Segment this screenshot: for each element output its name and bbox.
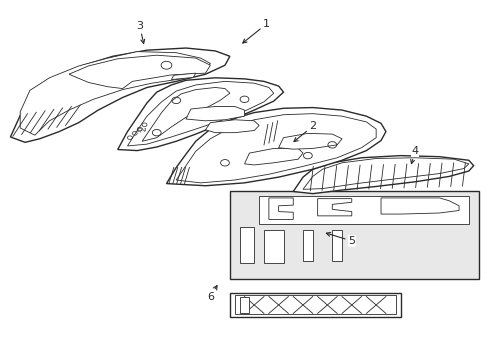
Polygon shape: [239, 227, 254, 263]
Polygon shape: [10, 48, 229, 142]
Text: C/4: C/4: [137, 127, 147, 132]
Text: 5: 5: [325, 233, 355, 246]
Polygon shape: [20, 51, 210, 135]
Polygon shape: [303, 230, 312, 261]
Polygon shape: [259, 196, 468, 224]
Polygon shape: [380, 198, 458, 214]
Polygon shape: [229, 293, 400, 317]
Polygon shape: [278, 134, 341, 149]
Polygon shape: [127, 81, 273, 146]
Polygon shape: [317, 199, 351, 216]
Polygon shape: [229, 192, 478, 279]
Polygon shape: [264, 230, 283, 263]
Polygon shape: [239, 297, 249, 313]
Text: 1: 1: [242, 19, 269, 43]
Polygon shape: [69, 55, 210, 89]
Text: 2: 2: [293, 121, 316, 141]
Polygon shape: [303, 158, 468, 189]
Text: 6: 6: [206, 285, 217, 302]
Polygon shape: [293, 156, 473, 194]
Polygon shape: [118, 78, 283, 150]
Polygon shape: [185, 107, 244, 121]
Polygon shape: [234, 296, 395, 315]
Polygon shape: [166, 108, 385, 186]
Polygon shape: [268, 198, 293, 220]
Polygon shape: [331, 230, 341, 261]
Polygon shape: [205, 120, 259, 133]
Text: 3: 3: [136, 21, 144, 44]
Polygon shape: [171, 73, 195, 80]
Text: 4: 4: [410, 146, 418, 163]
Polygon shape: [244, 148, 303, 165]
Polygon shape: [142, 87, 229, 141]
Polygon shape: [176, 114, 375, 183]
